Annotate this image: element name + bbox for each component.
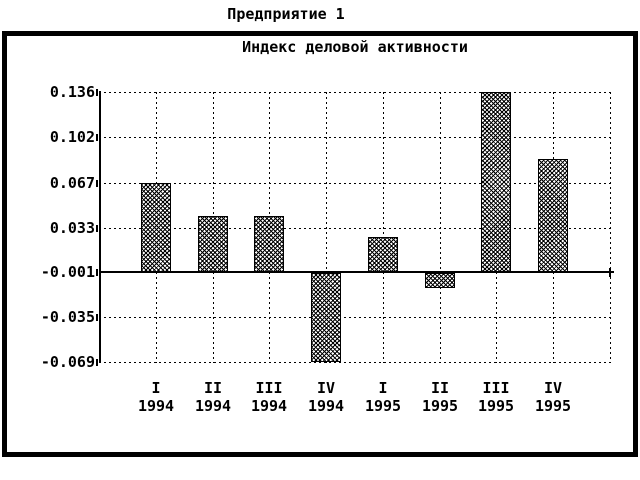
- x-tick-label-year: 1994: [194, 397, 232, 415]
- x-tick-label-quarter: I: [151, 379, 161, 397]
- horizontal-gridline: [99, 137, 614, 138]
- bar: [368, 237, 398, 272]
- y-tick-label: -0.035: [40, 308, 95, 326]
- x-tick-label-year: 1995: [364, 397, 402, 415]
- horizontal-gridline: [99, 362, 614, 363]
- bar: [311, 273, 341, 362]
- y-axis-tick: [96, 89, 98, 96]
- x-tick-label-quarter: III: [482, 379, 510, 397]
- y-axis-tick: [96, 359, 98, 366]
- y-axis-tick: [96, 314, 98, 321]
- zero-baseline: [99, 271, 614, 273]
- y-tick-label: 0.067: [49, 174, 95, 192]
- y-axis: [99, 91, 101, 363]
- bar: [481, 92, 511, 272]
- bar: [141, 183, 171, 272]
- horizontal-gridline: [99, 92, 614, 93]
- x-tick-label-quarter: III: [255, 379, 283, 397]
- x-tick-label-year: 1994: [250, 397, 288, 415]
- vertical-gridline: [610, 92, 611, 363]
- y-tick-label: -0.069: [40, 353, 95, 371]
- y-axis-tick: [96, 134, 98, 141]
- vertical-gridline: [326, 92, 327, 363]
- bar: [254, 216, 284, 272]
- x-tick-label-quarter: II: [203, 379, 223, 397]
- y-tick-label: 0.102: [49, 128, 95, 146]
- y-tick-label: -0.001: [40, 263, 95, 281]
- y-tick-label: 0.033: [49, 219, 95, 237]
- x-tick-label-quarter: IV: [316, 379, 336, 397]
- x-tick-label-year: 1994: [307, 397, 345, 415]
- x-tick-label-year: 1995: [477, 397, 515, 415]
- x-tick-label-year: 1995: [534, 397, 572, 415]
- y-axis-tick: [96, 180, 98, 187]
- x-tick-label-quarter: II: [430, 379, 450, 397]
- bar: [425, 273, 455, 288]
- vertical-gridline: [383, 92, 384, 363]
- vertical-gridline: [440, 92, 441, 363]
- x-tick-label-quarter: IV: [543, 379, 563, 397]
- horizontal-gridline: [99, 183, 614, 184]
- y-tick-label: 0.136: [49, 83, 95, 101]
- horizontal-gridline: [99, 228, 614, 229]
- baseline-end-tick: [609, 268, 611, 277]
- x-tick-label-year: 1995: [421, 397, 459, 415]
- x-tick-label-quarter: I: [378, 379, 388, 397]
- horizontal-gridline: [99, 317, 614, 318]
- chart-title: Индекс деловой активности: [242, 38, 468, 56]
- chart-frame: [2, 31, 638, 457]
- y-axis-tick: [96, 269, 98, 276]
- page-title: Предприятие 1: [227, 5, 345, 23]
- bar: [538, 159, 568, 272]
- bar: [198, 216, 228, 272]
- x-tick-label-year: 1994: [137, 397, 175, 415]
- y-axis-tick: [96, 225, 98, 232]
